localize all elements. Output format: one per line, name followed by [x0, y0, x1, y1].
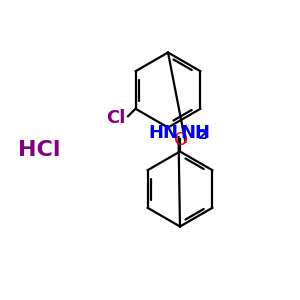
Text: Cl: Cl [106, 109, 125, 127]
Text: HCl: HCl [18, 140, 60, 160]
Text: 2: 2 [197, 128, 207, 142]
Text: HN: HN [148, 124, 178, 142]
Text: NH: NH [180, 124, 210, 142]
Text: O: O [174, 130, 189, 148]
